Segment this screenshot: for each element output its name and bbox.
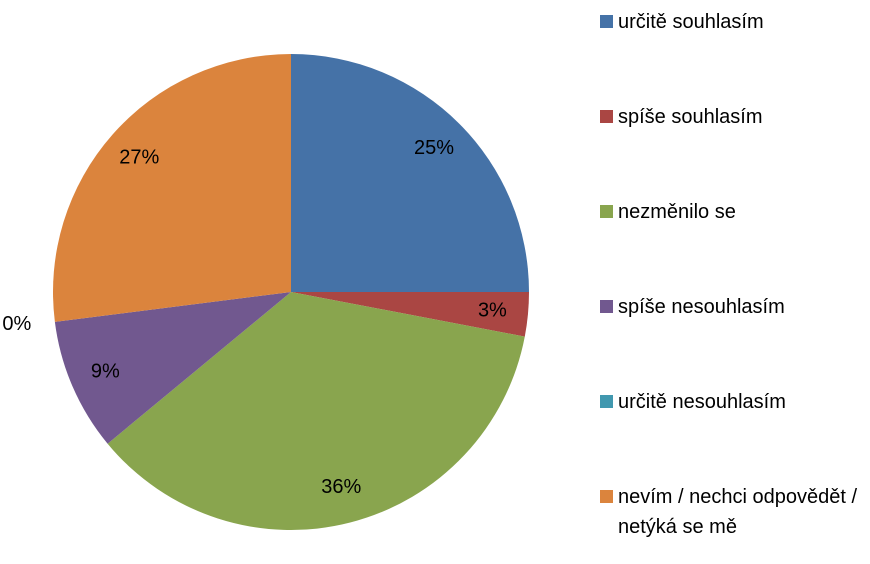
legend-label: spíše souhlasím: [618, 106, 763, 128]
legend-swatch: [600, 490, 613, 503]
data-label: 9%: [91, 361, 120, 383]
legend-item: určitě souhlasím: [600, 7, 868, 37]
legend-item: nevím / nechci odpovědět / netýká se mě: [600, 482, 868, 542]
legend-label: nezměnilo se: [618, 201, 736, 223]
legend-swatch: [600, 205, 613, 218]
legend-label: určitě souhlasím: [618, 11, 764, 33]
data-label: 3%: [478, 299, 507, 321]
legend-label: nevím / nechci odpovědět / netýká se mě: [618, 486, 858, 538]
pie-area: 25% 3% 36% 9% 0% 27%: [2, 54, 529, 530]
pie-slice: [291, 54, 529, 292]
legend-item: nezměnilo se: [600, 197, 868, 227]
legend-swatch: [600, 300, 613, 313]
legend-swatch: [600, 110, 613, 123]
data-label: 0%: [2, 313, 31, 335]
pie-slice: [107, 292, 525, 530]
legend-item: spíše souhlasím: [600, 102, 868, 132]
data-label: 36%: [321, 476, 361, 498]
legend-swatch: [600, 395, 613, 408]
pie-slice: [54, 292, 291, 444]
data-label: 27%: [119, 146, 159, 168]
legend-item: určitě nesouhlasím: [600, 387, 868, 417]
legend-label: určitě nesouhlasím: [618, 391, 786, 413]
pie-slice: [52, 54, 291, 322]
pie-slice: [291, 292, 529, 337]
legend-item: spíše nesouhlasím: [600, 292, 868, 322]
legend-swatch: [600, 15, 613, 28]
legend-label: spíše nesouhlasím: [618, 296, 785, 318]
data-label: 25%: [414, 137, 454, 159]
